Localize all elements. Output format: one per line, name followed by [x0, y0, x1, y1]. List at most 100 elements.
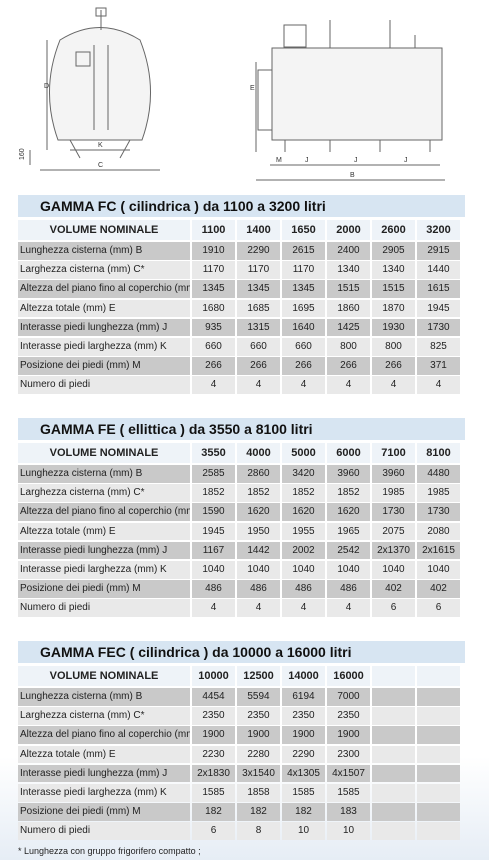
value-cell: 1170: [237, 261, 280, 279]
value-cell: 6: [417, 599, 460, 618]
empty-cell: [372, 803, 415, 821]
value-cell: 2300: [327, 745, 370, 764]
value-cell: 1852: [282, 484, 325, 502]
value-cell: 4480: [417, 465, 460, 483]
value-cell: 1955: [282, 522, 325, 541]
row-label: Altezza totale (mm) E: [18, 522, 190, 541]
value-cell: 1345: [192, 280, 235, 299]
dim-label: 160: [19, 148, 26, 160]
value-cell: 10: [327, 822, 370, 841]
value-cell: 935: [192, 318, 235, 337]
value-cell: 1900: [237, 726, 280, 745]
value-cell: 1620: [237, 503, 280, 522]
row-label: Interasse piedi lunghezza (mm) J: [18, 318, 190, 337]
row-label: Posizione dei piedi (mm) M: [18, 580, 190, 598]
header-cell: 8100: [417, 443, 460, 463]
value-cell: 1040: [237, 561, 280, 579]
value-cell: 2x1830: [192, 764, 235, 783]
value-cell: 3420: [282, 465, 325, 483]
value-cell: 825: [417, 338, 460, 356]
value-cell: 1730: [417, 503, 460, 522]
value-cell: 6194: [282, 688, 325, 706]
value-cell: 800: [327, 338, 370, 356]
value-cell: 1945: [192, 522, 235, 541]
value-cell: 660: [192, 338, 235, 356]
value-cell: 2280: [237, 745, 280, 764]
value-cell: 1730: [372, 503, 415, 522]
value-cell: 1440: [417, 261, 460, 279]
row-label: Numero di piedi: [18, 822, 190, 841]
value-cell: 6: [372, 599, 415, 618]
row-label: Interasse piedi lunghezza (mm) J: [18, 541, 190, 560]
value-cell: 1585: [192, 784, 235, 802]
value-cell: 1680: [192, 299, 235, 318]
header-cell: VOLUME NOMINALE: [18, 666, 190, 686]
value-cell: 486: [282, 580, 325, 598]
value-cell: 1442: [237, 541, 280, 560]
value-cell: 1040: [372, 561, 415, 579]
empty-cell: [372, 764, 415, 783]
dim-label: D: [44, 83, 49, 90]
technical-drawing: D K C 160 E M J J J B: [19, 7, 445, 181]
value-cell: 1590: [192, 503, 235, 522]
empty-cell: [372, 726, 415, 745]
value-cell: 1585: [282, 784, 325, 802]
value-cell: 2290: [237, 242, 280, 260]
value-cell: 4: [192, 376, 235, 395]
value-cell: 1985: [372, 484, 415, 502]
row-label: Lunghezza cisterna (mm) B: [18, 688, 190, 706]
row-label: Altezza del piano fino al coperchio (mm)…: [18, 726, 190, 745]
value-cell: 183: [327, 803, 370, 821]
value-cell: 1585: [327, 784, 370, 802]
value-cell: 182: [192, 803, 235, 821]
value-cell: 1950: [237, 522, 280, 541]
dim-label: B: [350, 172, 355, 179]
value-cell: 266: [282, 357, 325, 375]
empty-cell: [417, 822, 460, 841]
empty-cell: [417, 803, 460, 821]
value-cell: 1040: [192, 561, 235, 579]
value-cell: 1615: [417, 280, 460, 299]
value-cell: 1852: [192, 484, 235, 502]
value-cell: 1930: [372, 318, 415, 337]
row-label: Lunghezza cisterna (mm) B: [18, 242, 190, 260]
value-cell: 1620: [327, 503, 370, 522]
dim-label: M: [276, 157, 282, 164]
row-label: Interasse piedi larghezza (mm) K: [18, 784, 190, 802]
value-cell: 182: [237, 803, 280, 821]
value-cell: 182: [282, 803, 325, 821]
dim-label: J: [354, 157, 358, 164]
header-cell: 1650: [282, 220, 325, 240]
value-cell: 2615: [282, 242, 325, 260]
row-label: Posizione dei piedi (mm) M: [18, 357, 190, 375]
row-label: Altezza del piano fino al coperchio (mm)…: [18, 280, 190, 299]
value-cell: 1170: [192, 261, 235, 279]
header-cell: VOLUME NOMINALE: [18, 220, 190, 240]
header-cell: 1400: [237, 220, 280, 240]
value-cell: 2585: [192, 465, 235, 483]
value-cell: 266: [192, 357, 235, 375]
value-cell: 266: [237, 357, 280, 375]
value-cell: 1425: [327, 318, 370, 337]
value-cell: 4x1305: [282, 764, 325, 783]
header-cell: 6000: [327, 443, 370, 463]
row-label: Larghezza cisterna (mm) C*: [18, 484, 190, 502]
value-cell: 2230: [192, 745, 235, 764]
value-cell: 1345: [282, 280, 325, 299]
value-cell: 1910: [192, 242, 235, 260]
value-cell: 3960: [327, 465, 370, 483]
empty-cell: [417, 745, 460, 764]
value-cell: 4: [237, 599, 280, 618]
row-label: Altezza totale (mm) E: [18, 299, 190, 318]
value-cell: 4: [282, 599, 325, 618]
value-cell: 1685: [237, 299, 280, 318]
value-cell: 1167: [192, 541, 235, 560]
value-cell: 2075: [372, 522, 415, 541]
value-cell: 5594: [237, 688, 280, 706]
value-cell: 1170: [282, 261, 325, 279]
value-cell: 371: [417, 357, 460, 375]
value-cell: 660: [237, 338, 280, 356]
empty-cell: [372, 822, 415, 841]
header-cell: 3200: [417, 220, 460, 240]
